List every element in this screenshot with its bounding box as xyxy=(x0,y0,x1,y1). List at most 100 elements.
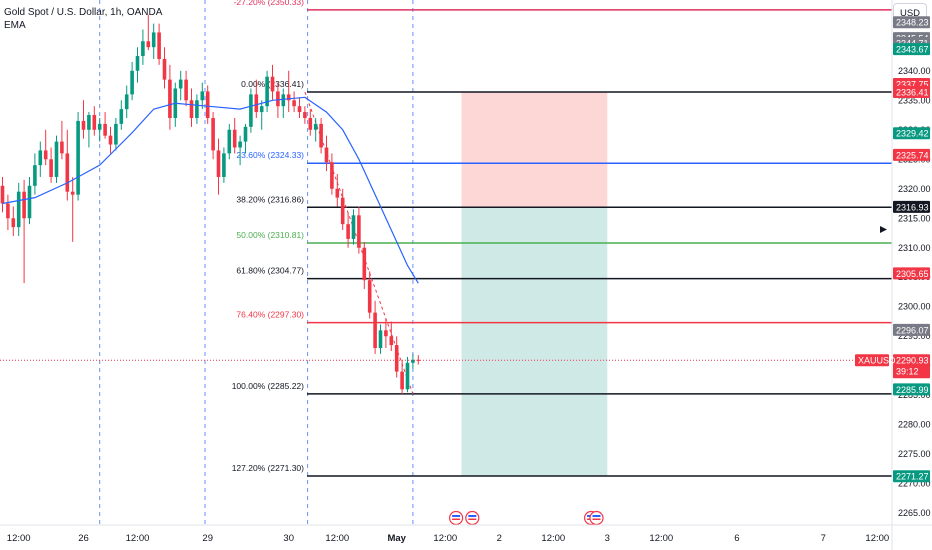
candle[interactable] xyxy=(92,106,97,136)
candle[interactable] xyxy=(400,359,404,395)
candle-body xyxy=(43,150,48,160)
candle-body xyxy=(411,359,415,363)
candle[interactable] xyxy=(411,353,415,369)
candle[interactable] xyxy=(394,336,399,378)
candle[interactable] xyxy=(173,82,178,127)
economic-event-flag[interactable] xyxy=(449,510,464,526)
candle[interactable] xyxy=(16,182,21,236)
candle[interactable] xyxy=(319,117,323,154)
candle[interactable] xyxy=(49,147,53,183)
economic-event-flag[interactable] xyxy=(589,510,604,526)
candle[interactable] xyxy=(232,117,237,154)
candle-body xyxy=(254,94,259,113)
candle[interactable] xyxy=(108,126,113,154)
candle[interactable] xyxy=(103,112,107,139)
candle[interactable] xyxy=(97,117,102,142)
candle[interactable] xyxy=(11,206,16,236)
candle[interactable] xyxy=(270,64,275,101)
candle[interactable] xyxy=(205,85,210,124)
candle[interactable] xyxy=(405,356,410,393)
take-profit-zone[interactable] xyxy=(461,207,608,477)
candle[interactable] xyxy=(184,70,188,107)
candle[interactable] xyxy=(340,188,345,231)
price-tag: 2348.23 xyxy=(893,16,930,29)
candle-body xyxy=(265,76,269,107)
candle[interactable] xyxy=(162,47,167,89)
candle[interactable] xyxy=(265,70,269,113)
candle[interactable] xyxy=(243,123,248,154)
candle[interactable] xyxy=(249,88,253,133)
candle[interactable] xyxy=(130,61,134,101)
candle-body xyxy=(281,94,286,107)
candle[interactable] xyxy=(43,129,48,166)
candle[interactable] xyxy=(362,241,367,290)
candle[interactable] xyxy=(378,324,383,354)
candle[interactable] xyxy=(222,147,226,183)
candle[interactable] xyxy=(373,300,377,354)
candle[interactable] xyxy=(303,106,307,124)
price-tag-bg xyxy=(893,383,930,396)
candle-body xyxy=(238,141,242,148)
candle[interactable] xyxy=(0,176,5,213)
candle[interactable] xyxy=(189,88,194,127)
candle[interactable] xyxy=(297,97,302,118)
candle[interactable] xyxy=(76,112,80,201)
candle[interactable] xyxy=(87,112,91,148)
candle[interactable] xyxy=(114,117,118,151)
candle[interactable] xyxy=(216,138,221,195)
candle[interactable] xyxy=(22,179,26,284)
candle[interactable] xyxy=(38,141,43,177)
candle[interactable] xyxy=(335,174,340,207)
candle[interactable] xyxy=(135,47,140,83)
candle[interactable] xyxy=(324,135,329,172)
candle[interactable] xyxy=(6,194,10,231)
candle[interactable] xyxy=(211,112,215,160)
candle[interactable] xyxy=(286,70,291,113)
candle[interactable] xyxy=(281,88,286,118)
candle[interactable] xyxy=(313,117,318,142)
candle[interactable] xyxy=(70,176,75,242)
candle[interactable] xyxy=(119,100,124,130)
candle[interactable] xyxy=(357,206,361,254)
candle[interactable] xyxy=(33,153,37,195)
candle[interactable] xyxy=(146,14,151,51)
price-tick-label: 2275.00 xyxy=(898,449,931,459)
stop-loss-zone[interactable] xyxy=(461,91,608,208)
candle[interactable] xyxy=(27,176,32,225)
candle[interactable] xyxy=(227,123,232,160)
candle[interactable] xyxy=(168,64,172,130)
candle[interactable] xyxy=(238,135,242,166)
candle[interactable] xyxy=(151,23,156,59)
candle-body xyxy=(270,76,275,92)
candle[interactable] xyxy=(81,100,86,139)
candle-body xyxy=(378,330,383,349)
candle[interactable] xyxy=(351,209,356,245)
candle[interactable] xyxy=(259,100,264,130)
candle-body xyxy=(303,112,307,118)
price-tag: 2316.93 xyxy=(893,200,930,213)
candle[interactable] xyxy=(330,153,334,195)
candle[interactable] xyxy=(254,79,259,118)
candle[interactable] xyxy=(200,82,205,110)
candle[interactable] xyxy=(292,91,296,113)
candle[interactable] xyxy=(178,70,183,101)
candle[interactable] xyxy=(60,120,64,160)
candle[interactable] xyxy=(367,271,372,319)
candle[interactable] xyxy=(157,23,161,65)
indicator-label[interactable]: EMA xyxy=(4,20,26,31)
candle[interactable] xyxy=(65,129,70,201)
candle[interactable] xyxy=(124,85,129,118)
candle[interactable] xyxy=(308,109,313,136)
candle-body xyxy=(70,191,75,195)
economic-event-flag[interactable] xyxy=(465,510,480,526)
ema-line[interactable] xyxy=(2,96,419,284)
candle[interactable] xyxy=(389,321,394,351)
candle[interactable] xyxy=(141,29,145,65)
candle[interactable] xyxy=(195,94,199,124)
candle[interactable] xyxy=(416,355,421,365)
candle[interactable] xyxy=(54,135,59,183)
candle[interactable] xyxy=(346,212,350,248)
candle[interactable] xyxy=(384,318,388,349)
candle-body xyxy=(22,191,26,219)
